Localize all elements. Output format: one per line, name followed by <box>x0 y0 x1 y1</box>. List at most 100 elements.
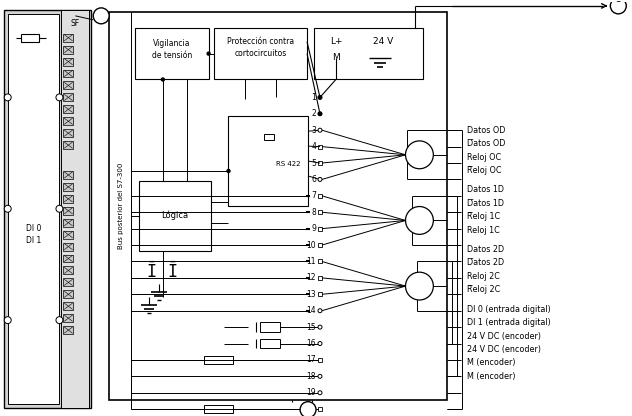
Text: Datos OD: Datos OD <box>467 126 506 135</box>
Bar <box>63 94 73 102</box>
Bar <box>63 326 73 334</box>
Bar <box>318 292 322 296</box>
Bar <box>63 105 73 113</box>
Bar <box>63 314 73 322</box>
Bar <box>260 339 280 349</box>
Bar <box>4 10 91 408</box>
Bar <box>63 290 73 298</box>
Bar <box>63 34 73 42</box>
Bar <box>318 260 322 263</box>
Bar <box>63 219 73 227</box>
Text: DI 0 (entrada digital): DI 0 (entrada digital) <box>467 305 551 314</box>
Bar <box>63 57 73 66</box>
Text: DI 0: DI 0 <box>26 224 41 233</box>
Text: 14: 14 <box>307 306 316 315</box>
Circle shape <box>300 402 316 416</box>
Text: SF: SF <box>71 19 80 28</box>
Circle shape <box>94 8 109 24</box>
Circle shape <box>207 52 210 55</box>
Text: Reloj 1C: Reloj 1C <box>467 225 500 235</box>
Bar <box>61 10 89 408</box>
Text: SSI: SSI <box>413 216 426 225</box>
Bar <box>63 129 73 137</box>
Text: 11: 11 <box>307 257 316 266</box>
Bar <box>318 276 322 280</box>
Text: 16: 16 <box>307 339 316 348</box>
Text: SSI: SSI <box>413 150 426 159</box>
Circle shape <box>4 94 11 101</box>
Bar <box>63 183 73 191</box>
Text: 8: 8 <box>311 208 316 217</box>
Text: M (encoder): M (encoder) <box>467 359 516 367</box>
Bar <box>214 28 307 79</box>
Text: Reloj 2C: Reloj 2C <box>467 272 500 281</box>
Text: R̅eloj 2C: R̅eloj 2C <box>467 285 501 294</box>
Text: M (encoder): M (encoder) <box>467 372 516 381</box>
Bar <box>204 405 233 413</box>
Text: 10: 10 <box>307 240 316 250</box>
Text: 7: 7 <box>311 191 316 201</box>
Bar <box>63 243 73 250</box>
Bar <box>109 12 447 400</box>
Text: DI 1 (entrada digital): DI 1 (entrada digital) <box>467 318 551 327</box>
Bar <box>63 267 73 275</box>
Text: cortocircuitos: cortocircuitos <box>234 49 286 58</box>
Bar <box>21 34 39 42</box>
Text: Vigilancia: Vigilancia <box>153 39 191 48</box>
Text: Datos 2D: Datos 2D <box>467 245 504 254</box>
Bar <box>63 82 73 89</box>
Bar <box>63 46 73 54</box>
Bar <box>63 141 73 149</box>
Bar <box>318 407 322 411</box>
Text: Datos 1D: Datos 1D <box>467 186 504 194</box>
Bar <box>229 116 308 206</box>
Text: de tensión: de tensión <box>152 51 192 60</box>
Circle shape <box>318 112 322 116</box>
Text: Protección contra: Protección contra <box>227 37 294 46</box>
Circle shape <box>318 128 322 132</box>
Text: 24 V: 24 V <box>374 37 394 46</box>
Bar <box>63 69 73 77</box>
Bar <box>135 28 209 79</box>
Bar <box>314 28 423 79</box>
Circle shape <box>318 374 322 378</box>
Text: R̅eloj OC: R̅eloj OC <box>467 166 502 175</box>
Text: 3: 3 <box>305 405 311 415</box>
Bar <box>63 207 73 215</box>
Text: Reloj OC: Reloj OC <box>467 153 501 161</box>
Bar <box>63 171 73 179</box>
Text: 24 V DC (encoder): 24 V DC (encoder) <box>467 332 541 341</box>
Bar <box>318 194 322 198</box>
Bar <box>260 322 280 332</box>
Text: 17: 17 <box>307 355 316 364</box>
Circle shape <box>227 169 230 173</box>
Text: 20: 20 <box>307 405 316 414</box>
Text: 18: 18 <box>307 372 316 381</box>
Circle shape <box>318 391 322 395</box>
Circle shape <box>611 0 626 14</box>
Text: 13: 13 <box>307 290 316 299</box>
Circle shape <box>406 206 434 234</box>
Circle shape <box>318 325 322 329</box>
Bar <box>139 181 210 250</box>
Bar <box>318 227 322 230</box>
Text: 6: 6 <box>311 175 316 184</box>
Text: 24 V DC (encoder): 24 V DC (encoder) <box>467 345 541 354</box>
Bar <box>63 302 73 310</box>
Text: 5: 5 <box>311 158 316 168</box>
Text: Ī: Ī <box>168 263 178 281</box>
Text: 12: 12 <box>307 273 316 282</box>
Bar <box>63 255 73 262</box>
Bar <box>318 161 322 165</box>
Text: RS 422: RS 422 <box>276 161 300 167</box>
Circle shape <box>318 178 322 181</box>
Text: D̅atos OD: D̅atos OD <box>467 139 506 148</box>
Circle shape <box>406 272 434 300</box>
Text: R̅eloj 1C: R̅eloj 1C <box>467 212 501 221</box>
Text: Bus posterior del S7-300: Bus posterior del S7-300 <box>118 163 124 249</box>
Circle shape <box>319 96 322 99</box>
Circle shape <box>406 141 434 169</box>
Text: Lógica: Lógica <box>161 211 188 220</box>
Text: 1: 1 <box>98 11 104 21</box>
Circle shape <box>4 205 11 212</box>
